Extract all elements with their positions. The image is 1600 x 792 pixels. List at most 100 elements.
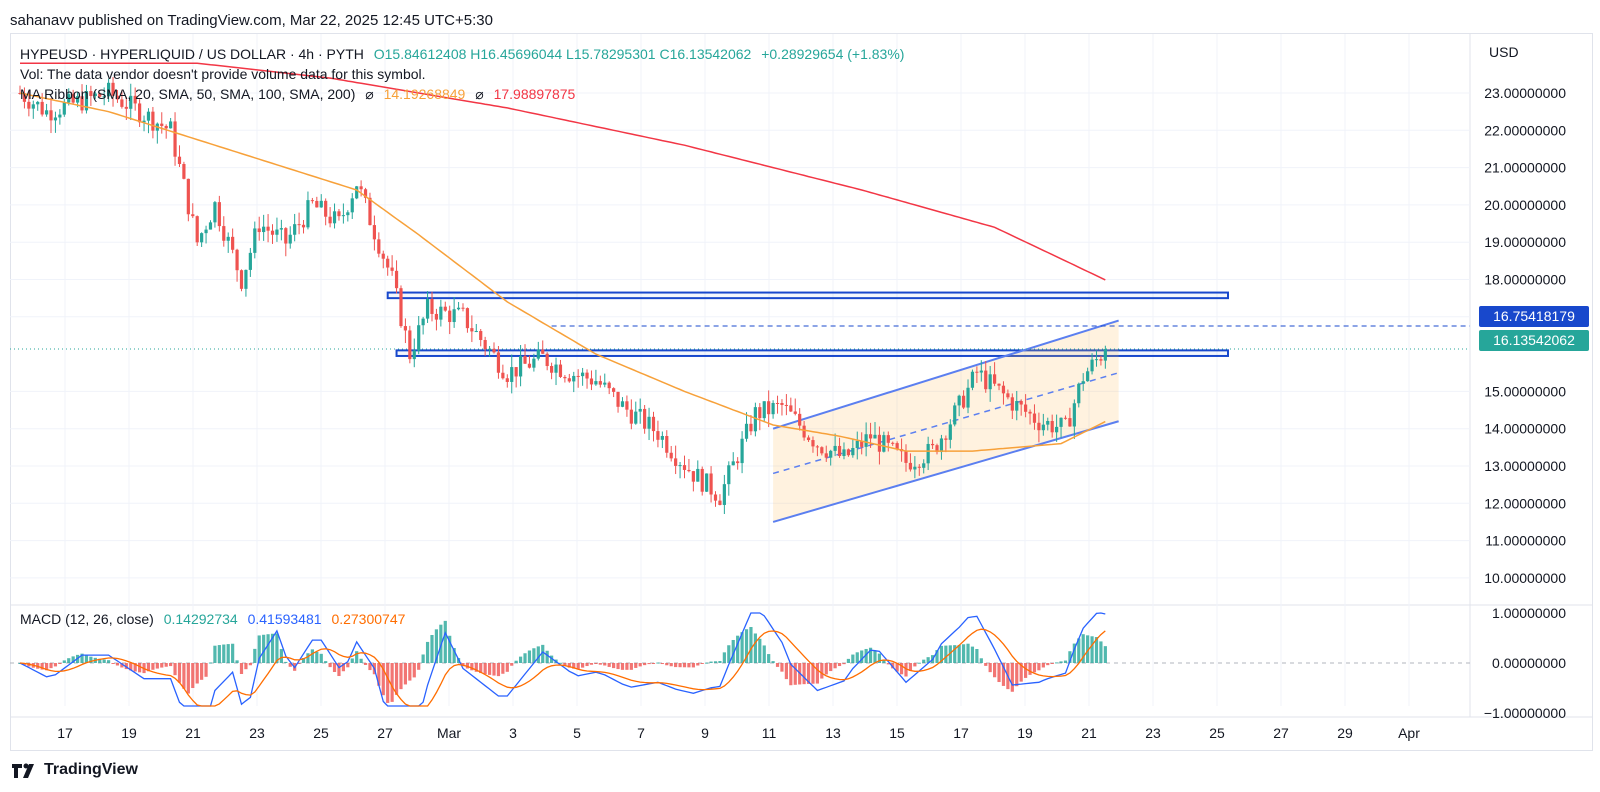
macd-histogram-bar [674, 663, 678, 668]
candle-body [523, 356, 527, 364]
candle-body [700, 468, 704, 492]
macd-histogram-bar [767, 654, 771, 663]
x-tick-label: 19 [121, 725, 137, 741]
candle-body [408, 330, 412, 360]
macd-histogram-bar [736, 635, 740, 663]
candle [102, 87, 106, 106]
candle-body [1032, 413, 1037, 423]
candle [403, 318, 408, 344]
macd-histogram-bar [195, 663, 199, 684]
candle-body [89, 91, 93, 97]
candle-body [355, 186, 359, 199]
candle [709, 466, 713, 503]
macd-histogram-bar [643, 663, 647, 666]
candle-body [146, 111, 151, 121]
macd-histogram-bar [381, 663, 385, 696]
candle [1055, 414, 1059, 442]
candle-body [984, 370, 988, 390]
y-tick-label: 22.00000000 [1484, 122, 1566, 138]
candle-body [492, 348, 496, 353]
candle [789, 397, 793, 413]
candle-body [293, 224, 297, 235]
candle-body [301, 224, 306, 228]
candle [713, 491, 718, 507]
candle-body [288, 234, 292, 244]
tradingview-logo[interactable]: TradingView [12, 761, 138, 779]
candle [660, 431, 664, 449]
candle-body [784, 404, 788, 406]
macd-histogram-bar [651, 663, 656, 664]
macd-histogram-bar [1019, 663, 1023, 682]
macd-histogram-bar [58, 663, 62, 664]
candle [518, 345, 523, 387]
candle-body [403, 326, 408, 331]
macd-tick-label: 1.00000000 [1492, 605, 1566, 621]
macd-histogram-bar [306, 653, 310, 663]
candle-body [319, 200, 323, 208]
macd-histogram-bar [727, 645, 731, 663]
candle-body [1099, 359, 1103, 361]
candle [474, 323, 478, 333]
macd-histogram-bar [155, 663, 159, 669]
candle [505, 374, 509, 388]
candle-body [647, 416, 651, 429]
candle [492, 342, 496, 354]
chart-frame [10, 33, 1593, 751]
candle-body [129, 95, 133, 109]
candle-body [616, 391, 620, 407]
candle-body [868, 434, 873, 439]
macd-histogram-bar [700, 663, 704, 664]
macd-histogram-bar [860, 650, 864, 663]
macd-histogram-bar [226, 644, 230, 663]
candle [355, 185, 359, 200]
x-tick-label: Apr [1398, 725, 1420, 741]
candle [315, 196, 319, 208]
candle [527, 355, 532, 369]
candle-body [266, 226, 270, 231]
candle-body [1015, 401, 1019, 411]
macd-histogram-bar [1081, 634, 1085, 663]
candle [1081, 373, 1085, 391]
candle [222, 216, 226, 247]
macd-histogram-bar [1028, 663, 1032, 675]
candle-body [536, 349, 540, 359]
candle [417, 315, 421, 355]
candle-body [425, 299, 430, 319]
candle-body [567, 378, 571, 382]
currency-label[interactable]: USD [1489, 44, 1519, 60]
ma-ribbon-legend[interactable]: MA Ribbon (SMA, 20, SMA, 50, SMA, 100, S… [20, 86, 581, 103]
symbol-name[interactable]: HYPEUSD · HYPERLIQUID / US DOLLAR · 4h ·… [20, 46, 364, 62]
candle [1019, 399, 1023, 416]
macd-histogram-bar [262, 634, 266, 663]
candle-body [682, 465, 687, 470]
candle [461, 303, 465, 312]
macd-histogram-bar [585, 663, 589, 667]
candle [793, 398, 797, 416]
candle [53, 111, 58, 133]
macd-histogram-bar [922, 659, 926, 663]
macd-histogram-bar [496, 663, 501, 677]
candle [496, 346, 501, 379]
candle-body [829, 450, 833, 458]
y-tick-label: 14.00000000 [1484, 421, 1566, 437]
candle-body [895, 443, 899, 450]
candle-body [164, 125, 168, 129]
candle-body [27, 101, 31, 109]
candle [625, 395, 629, 417]
macd-histogram-bar [917, 662, 921, 664]
candle [1077, 382, 1081, 408]
candle-body [554, 364, 558, 373]
candle [160, 112, 164, 134]
candle [651, 411, 656, 442]
candle-body [31, 104, 35, 109]
macd-histogram-bar [102, 659, 106, 663]
macd-histogram-bar [895, 663, 899, 672]
candle [390, 255, 394, 276]
macd-histogram-bar [421, 654, 425, 663]
candle-body [775, 402, 780, 404]
macd-legend[interactable]: MACD (12, 26, close) 0.14292734 0.415934… [20, 611, 411, 627]
candle-body [75, 96, 80, 103]
macd-histogram-bar [67, 658, 71, 663]
candle [22, 87, 27, 109]
